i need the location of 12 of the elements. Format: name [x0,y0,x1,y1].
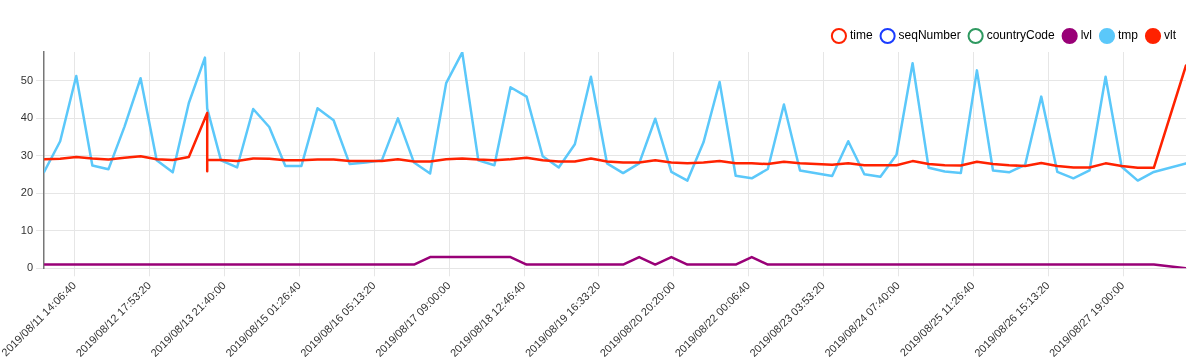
y-tick-label: 30 [20,148,34,161]
legend-label: lvl [1080,28,1093,43]
legend-label: seqNumber [898,28,961,43]
legend-label: time [849,28,873,43]
legend-label: vlt [1164,28,1177,43]
y-tick-label: 10 [20,223,34,236]
y-tick-label: 20 [20,186,34,199]
y-tick-label: 0 [26,261,34,274]
y-tick-label: 50 [20,73,34,86]
y-tick-label: 40 [20,111,34,124]
legend-label: tmp [1118,28,1139,43]
legend-label: countryCode [986,28,1055,43]
